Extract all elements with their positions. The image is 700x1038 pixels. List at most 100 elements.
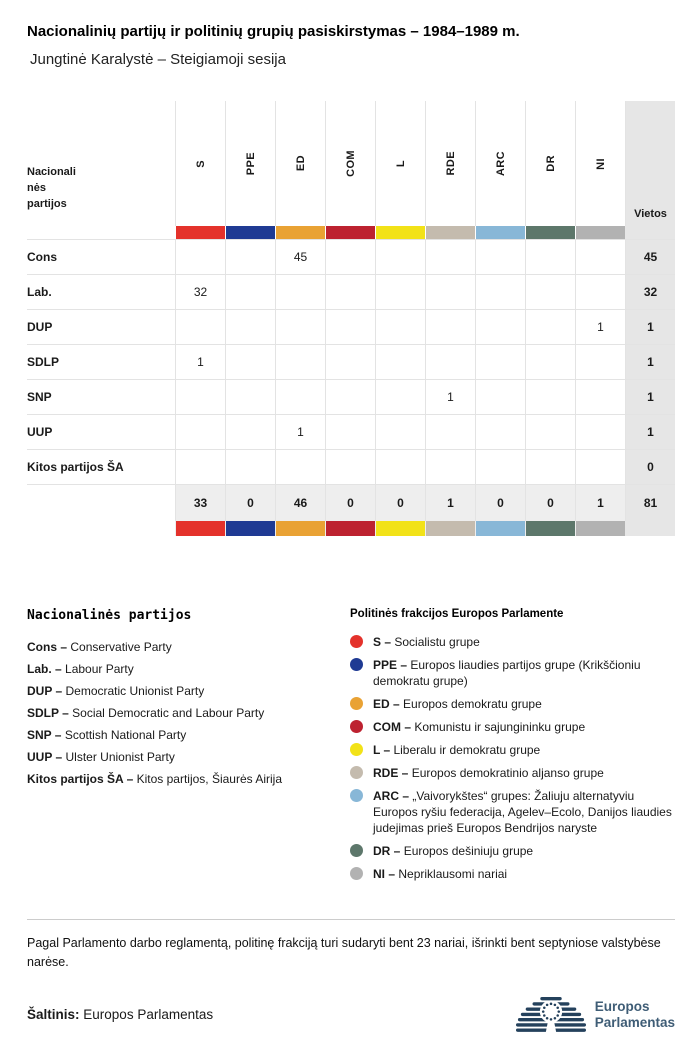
value-cell xyxy=(425,344,475,379)
value-cell xyxy=(575,449,625,484)
value-cell xyxy=(225,414,275,449)
value-cell xyxy=(275,449,325,484)
legend-item: S – Socialistu grupe xyxy=(350,634,675,650)
legend-item-text: DR – Europos dešiniuju grupe xyxy=(373,844,534,858)
value-cell xyxy=(425,274,475,309)
value-cell xyxy=(525,309,575,344)
source-value: Europos Parlamentas xyxy=(83,1007,214,1023)
value-cell xyxy=(375,274,425,309)
value-cell xyxy=(175,414,225,449)
value-cell xyxy=(225,309,275,344)
value-cell xyxy=(375,414,425,449)
value-cell xyxy=(525,274,575,309)
column-header-ni: NI xyxy=(575,101,625,226)
legend-item: ARC – „Vaivorykštes“ grupes: Žaliuju alt… xyxy=(350,788,675,836)
value-cell xyxy=(275,309,325,344)
legend-item: PPE – Europos liaudies partijos grupe (K… xyxy=(350,657,675,689)
column-header-ed: ED xyxy=(275,101,325,226)
national-parties-legend: Nacionalinės partijos Cons – Conservativ… xyxy=(27,608,350,889)
group-color-bar-rde xyxy=(425,226,475,239)
value-cell: 1 xyxy=(575,309,625,344)
value-cell xyxy=(475,344,525,379)
group-color-dot-l xyxy=(350,743,363,756)
group-color-bar-arc xyxy=(475,226,525,239)
value-cell xyxy=(325,414,375,449)
legend-item-text: PPE – Europos liaudies partijos grupe (K… xyxy=(373,658,641,688)
party-name: DUP xyxy=(27,309,175,344)
group-color-dot-s xyxy=(350,635,363,648)
seats-cell: 1 xyxy=(625,414,675,449)
total-cell-ppe: 0 xyxy=(225,484,275,521)
legend-item: Cons – Conservative Party xyxy=(27,640,172,654)
legend-item-text: S – Socialistu grupe xyxy=(373,635,480,649)
legend-item: SDLP – Social Democratic and Labour Part… xyxy=(27,706,265,720)
total-cell-s: 33 xyxy=(175,484,225,521)
source-line: Šaltinis: Europos Parlamentas xyxy=(27,1007,213,1022)
value-cell xyxy=(575,414,625,449)
group-color-bar-dr xyxy=(525,226,575,239)
totals-spacer xyxy=(27,484,175,521)
value-cell xyxy=(325,239,375,274)
seats-cell: 45 xyxy=(625,239,675,274)
party-name: Lab. xyxy=(27,274,175,309)
national-parties-heading: Nacionalinės partijos xyxy=(27,608,192,623)
bottom-color-bar-rde xyxy=(425,521,475,536)
value-cell xyxy=(325,309,375,344)
value-cell xyxy=(225,274,275,309)
value-cell xyxy=(275,379,325,414)
party-name: SDLP xyxy=(27,344,175,379)
bar-row-spacer xyxy=(27,226,175,239)
legend-item-text: ED – Europos demokratu grupe xyxy=(373,697,542,711)
value-cell: 1 xyxy=(175,344,225,379)
column-header-rde: RDE xyxy=(425,101,475,226)
value-cell xyxy=(375,379,425,414)
bottom-color-bar-com xyxy=(325,521,375,536)
column-header-ppe: PPE xyxy=(225,101,275,226)
group-color-bar-s xyxy=(175,226,225,239)
total-cell-rde: 1 xyxy=(425,484,475,521)
legend-item: L – Liberalu ir demokratu grupe xyxy=(350,742,675,758)
value-cell xyxy=(525,414,575,449)
group-color-dot-com xyxy=(350,720,363,733)
party-name: UUP xyxy=(27,414,175,449)
seats-cell: 1 xyxy=(625,344,675,379)
column-header-dr: DR xyxy=(525,101,575,226)
value-cell xyxy=(325,344,375,379)
group-color-bar-ppe xyxy=(225,226,275,239)
bottom-color-bar-s xyxy=(175,521,225,536)
legend-section: Nacionalinės partijos Cons – Conservativ… xyxy=(27,608,675,889)
bottom-bar-spacer xyxy=(27,521,175,536)
value-cell xyxy=(425,449,475,484)
bottom-bar-seats-spacer xyxy=(625,521,675,536)
distribution-table: Nacionali​nės partijos S PPE ED COM L RD… xyxy=(27,101,675,536)
value-cell xyxy=(525,449,575,484)
value-cell xyxy=(425,414,475,449)
group-color-dot-rde xyxy=(350,766,363,779)
total-cell-ed: 46 xyxy=(275,484,325,521)
value-cell xyxy=(375,309,425,344)
value-cell xyxy=(575,274,625,309)
legend-item: NI – Nepriklausomi nariai xyxy=(350,866,675,882)
value-cell xyxy=(325,379,375,414)
footer: Šaltinis: Europos Parlamentas xyxy=(27,996,675,1033)
legend-item-text: RDE – Europos demokratinio aljanso grupe xyxy=(373,766,604,780)
value-cell xyxy=(175,379,225,414)
footnote: Pagal Parlamento darbo reglamentą, polit… xyxy=(27,936,661,970)
page-subtitle: Jungtinė Karalystė – Steigiamoji sesija xyxy=(30,51,286,68)
value-cell xyxy=(275,274,325,309)
column-header-s: S xyxy=(175,101,225,226)
legend-item-text: NI – Nepriklausomi nariai xyxy=(373,867,508,881)
value-cell xyxy=(225,239,275,274)
total-cell-com: 0 xyxy=(325,484,375,521)
group-color-bar-com xyxy=(325,226,375,239)
column-header-l: L xyxy=(375,101,425,226)
legend-item: DR – Europos dešiniuju grupe xyxy=(350,843,675,859)
political-groups-legend: Politinės frakcijos Europos Parlamente S… xyxy=(350,608,675,889)
value-cell xyxy=(525,379,575,414)
total-cell-dr: 0 xyxy=(525,484,575,521)
political-groups-heading: Politinės frakcijos Europos Parlamente xyxy=(350,608,564,620)
total-seats-cell: 81 xyxy=(625,484,675,521)
value-cell xyxy=(375,344,425,379)
legend-item-text: ARC – „Vaivorykštes“ grupes: Žaliuju alt… xyxy=(373,789,672,835)
